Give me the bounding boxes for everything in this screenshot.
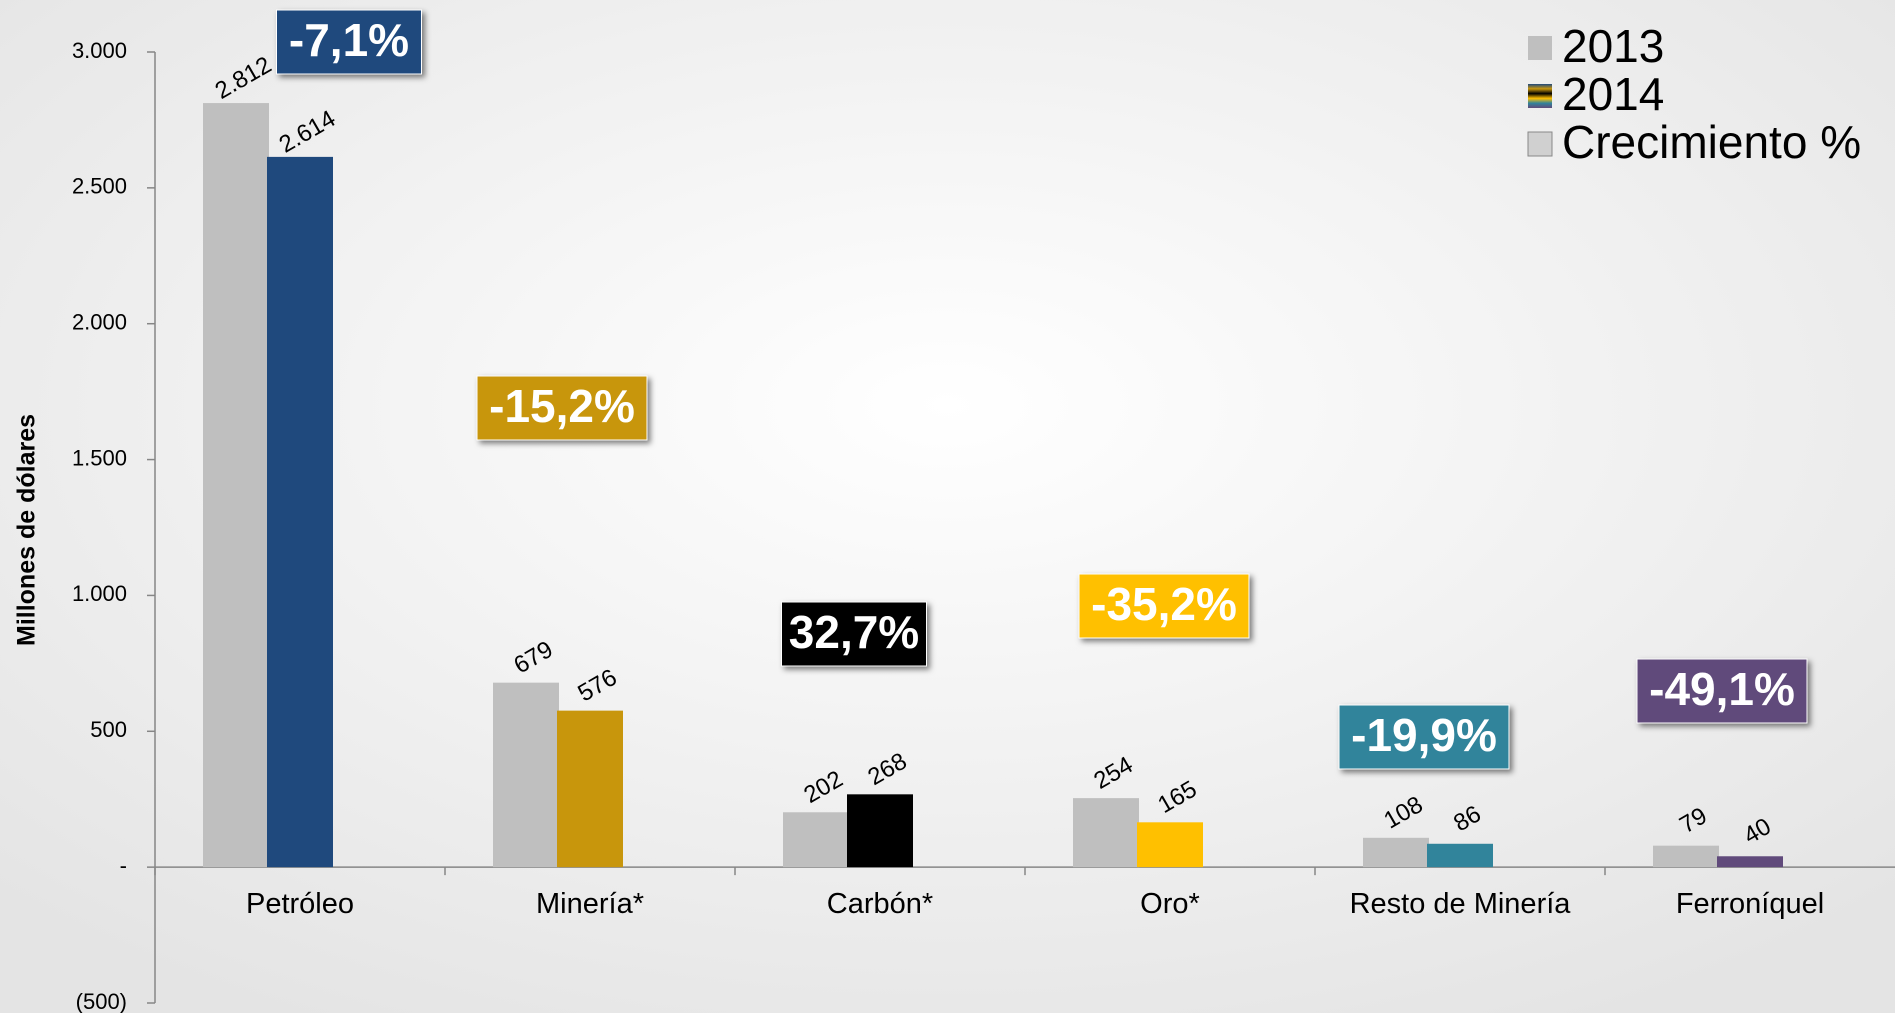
bar [267, 156, 333, 868]
bar [493, 682, 559, 868]
growth-label: 32,7% [789, 606, 919, 658]
y-tick-label: (500) [76, 989, 127, 1013]
y-tick-label: 2.000 [72, 310, 127, 335]
legend-label: 2013 [1562, 20, 1664, 72]
growth-box [1078, 573, 1250, 639]
x-tick-label: Petróleo [246, 888, 354, 920]
y-axis-label: Millones de dólares [13, 414, 41, 646]
y-tick-label: - [120, 853, 127, 878]
growth-box [276, 9, 422, 75]
bar [1363, 837, 1429, 868]
bar [557, 710, 623, 868]
growth-label: -49,1% [1649, 663, 1795, 715]
y-tick-label: 500 [90, 717, 127, 742]
legend-label: Crecimiento % [1562, 116, 1861, 168]
growth-label: -15,2% [489, 380, 635, 432]
bar [203, 103, 269, 868]
bar [1653, 845, 1719, 868]
growth-box [781, 601, 927, 667]
x-tick-label: Minería* [536, 888, 644, 920]
bar [1073, 798, 1139, 868]
bar [783, 812, 849, 868]
x-tick-label: Carbón* [827, 888, 933, 920]
growth-box [1338, 704, 1510, 770]
growth-box [476, 375, 648, 441]
y-tick-label: 1.500 [72, 445, 127, 470]
y-tick-label: 3.000 [72, 38, 127, 63]
bar [1137, 822, 1203, 868]
y-tick-label: 1.000 [72, 581, 127, 606]
growth-box [1636, 658, 1808, 724]
legend-label: 2014 [1562, 68, 1664, 120]
bar [1717, 856, 1783, 868]
bar [847, 794, 913, 868]
growth-label: -35,2% [1091, 578, 1237, 630]
x-tick-label: Oro* [1140, 888, 1200, 920]
x-tick-label: Ferroníquel [1676, 888, 1824, 920]
x-tick-label: Resto de Minería [1350, 888, 1572, 920]
bar [1427, 843, 1493, 868]
legend-swatch [1528, 84, 1552, 108]
y-tick-label: 2.500 [72, 174, 127, 199]
legend-swatch [1527, 131, 1553, 157]
growth-label: -19,9% [1351, 709, 1497, 761]
legend-swatch [1528, 36, 1552, 60]
growth-label: -7,1% [289, 14, 409, 66]
